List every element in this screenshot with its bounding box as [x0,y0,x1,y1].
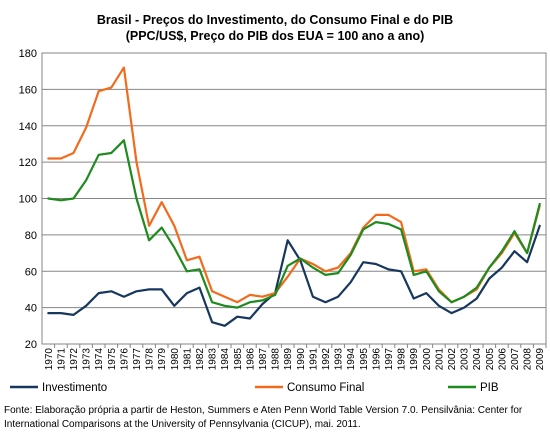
x-tick-label: 1998 [397,348,408,371]
legend-label: Investimento [42,382,107,394]
x-tick-label: 1997 [384,348,395,371]
x-tick-label: 1986 [245,348,256,371]
x-tick-label: 1995 [359,348,370,371]
x-tick-label: 2001 [434,348,445,371]
chart-title: Brasil - Preços do Investimento, do Cons… [96,13,454,27]
y-tick-label: 160 [19,84,37,96]
x-tick-label: 1980 [170,348,181,371]
x-tick-label: 1971 [56,348,67,371]
x-tick-label: 1979 [157,348,168,371]
series-line-0 [47,224,541,327]
x-tick-label: 1975 [107,348,118,371]
x-tick-label: 1989 [283,348,294,371]
x-tick-label: 1973 [82,348,93,371]
y-tick-label: 140 [19,121,37,133]
x-tick-label: 2002 [447,348,458,371]
series-line-2 [47,139,541,309]
x-tick-label: 1977 [132,348,143,371]
x-tick-label: 1982 [195,348,206,371]
y-tick-label: 100 [19,194,37,206]
y-tick-label: 20 [25,339,37,351]
y-tick-label: 80 [25,230,37,242]
x-tick-label: 1974 [94,348,105,371]
y-tick-label: 40 [25,303,37,315]
x-tick-label: 1972 [69,348,80,371]
x-tick-label: 1994 [346,348,357,371]
x-tick-label: 1978 [145,348,156,371]
x-tick-label: 1999 [409,348,420,371]
x-tick-label: 1976 [119,348,130,371]
x-tick-label: 2009 [535,348,546,371]
x-tick-label: 1990 [296,348,307,371]
source-note: Fonte: Elaboração própria a partir de He… [4,405,523,430]
x-tick-label: 2005 [485,348,496,371]
x-tick-label: 2003 [460,348,471,371]
y-tick-label: 60 [25,266,37,278]
x-tick-label: 1981 [182,348,193,371]
legend-label: PIB [480,382,499,394]
x-tick-label: 1987 [258,348,269,371]
chart-subtitle: (PPC/US$, Preço do PIB dos EUA = 100 ano… [125,29,425,43]
x-tick-label: 1991 [308,348,319,371]
x-tick-label: 1988 [271,348,282,371]
x-tick-label: 1996 [371,348,382,371]
x-tick-label: 1992 [321,348,332,371]
x-tick-label: 2004 [472,348,483,371]
x-tick-label: 2007 [510,348,521,371]
y-tick-label: 180 [19,48,37,60]
x-tick-label: 1993 [334,348,345,371]
x-tick-label: 2000 [422,348,433,371]
y-tick-label: 120 [19,157,37,169]
x-tick-label: 1983 [208,348,219,371]
x-tick-label: 1970 [44,348,55,371]
x-tick-label: 2006 [497,348,508,371]
x-tick-label: 2008 [523,348,534,371]
series-line-1 [47,66,541,304]
x-tick-label: 1984 [220,348,231,371]
x-tick-label: 1985 [233,348,244,371]
legend-label: Consumo Final [287,382,364,394]
